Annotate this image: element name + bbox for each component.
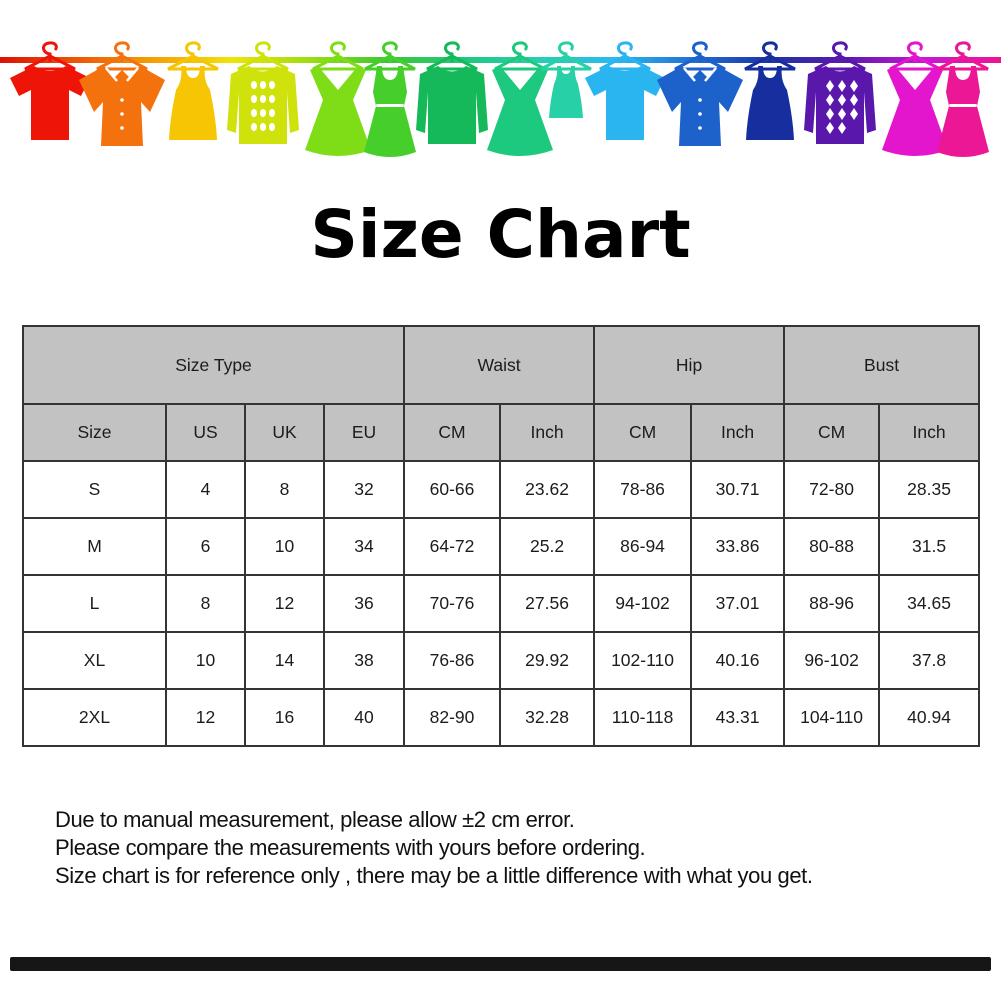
group-header-waist: Waist bbox=[403, 325, 596, 405]
table-cell: 32.28 bbox=[499, 688, 596, 747]
clothesline-banner bbox=[0, 0, 1001, 172]
table-cell: 104-110 bbox=[783, 688, 881, 747]
table-cell: 34.65 bbox=[878, 574, 981, 633]
table-cell: 29.92 bbox=[499, 631, 596, 690]
table-cell: 64-72 bbox=[403, 517, 502, 576]
table-row-2xl: 2XL 12 16 40 82-90 32.28 110-118 43.31 104-110 40… bbox=[22, 688, 981, 747]
table-cell: 34 bbox=[322, 517, 406, 576]
table-cell: 8 bbox=[165, 574, 246, 633]
table-cell: 37.8 bbox=[878, 631, 981, 690]
bottom-bar bbox=[10, 957, 991, 971]
table-cell: 70-76 bbox=[403, 574, 502, 633]
table-cell: 76-86 bbox=[403, 631, 502, 690]
table-cell: 78-86 bbox=[593, 460, 693, 519]
table-cell: 40.16 bbox=[690, 631, 786, 690]
table-row-m: M 6 10 34 64-72 25.2 86-94 33.86 80-88 31.5 bbox=[22, 517, 981, 576]
table-cell: 16 bbox=[244, 688, 325, 747]
teal-tank-top-icon bbox=[541, 43, 591, 118]
table-cell: 110-118 bbox=[593, 688, 693, 747]
table-cell: 88-96 bbox=[783, 574, 881, 633]
table-cell: M bbox=[22, 517, 167, 576]
table-cell: 33.86 bbox=[690, 517, 786, 576]
group-header-hip: Hip bbox=[593, 325, 786, 405]
column-header: CM bbox=[783, 403, 881, 462]
note-line: Please compare the measurements with you… bbox=[55, 835, 646, 860]
table-row-s: S 4 8 32 60-66 23.62 78-86 30.71 72-80 28.35 bbox=[22, 460, 981, 519]
table-cell: 102-110 bbox=[593, 631, 693, 690]
table-cell: 32 bbox=[322, 460, 406, 519]
table-cell: 12 bbox=[244, 574, 325, 633]
table-cell: 10 bbox=[244, 517, 325, 576]
group-header-bust: Bust bbox=[783, 325, 981, 405]
column-header: Inch bbox=[499, 403, 596, 462]
disclaimer-notes: Due to manual measurement, please allow … bbox=[55, 806, 975, 890]
column-header: UK bbox=[244, 403, 325, 462]
table-cell: 36 bbox=[322, 574, 406, 633]
table-cell: 40.94 bbox=[878, 688, 981, 747]
table-cell: 4 bbox=[165, 460, 246, 519]
table-cell: 23.62 bbox=[499, 460, 596, 519]
column-header: Inch bbox=[690, 403, 786, 462]
table-cell: XL bbox=[22, 631, 167, 690]
table-cell: 10 bbox=[165, 631, 246, 690]
table-cell: 2XL bbox=[22, 688, 167, 747]
group-header-size-type: Size Type bbox=[21, 325, 406, 405]
column-header: CM bbox=[593, 403, 693, 462]
column-header: EU bbox=[322, 403, 406, 462]
table-cell: 86-94 bbox=[593, 517, 693, 576]
page-title: Size Chart bbox=[310, 196, 691, 273]
column-header: CM bbox=[403, 403, 502, 462]
table-cell: 30.71 bbox=[690, 460, 786, 519]
table-cell: 80-88 bbox=[783, 517, 881, 576]
table-row-l: L 8 12 36 70-76 27.56 94-102 37.01 88-96 34.65 bbox=[22, 574, 981, 633]
table-cell: 37.01 bbox=[690, 574, 786, 633]
column-header: US bbox=[165, 403, 246, 462]
clothesline-rope bbox=[0, 57, 1001, 63]
table-cell: 28.35 bbox=[878, 460, 981, 519]
table-cell: 38 bbox=[322, 631, 406, 690]
size-table: Size Type Waist Hip Bust Size US UK EU CM Inch CM… bbox=[21, 325, 981, 747]
table-cell: 96-102 bbox=[783, 631, 881, 690]
table-cell: 14 bbox=[244, 631, 325, 690]
table-column-header-row: Size US UK EU CM Inch CM Inch CM Inch bbox=[22, 403, 981, 462]
table-cell: 40 bbox=[322, 688, 406, 747]
table-cell: 25.2 bbox=[499, 517, 596, 576]
table-cell: 43.31 bbox=[690, 688, 786, 747]
note-line: Due to manual measurement, please allow … bbox=[55, 807, 575, 832]
table-cell: 72-80 bbox=[783, 460, 881, 519]
table-cell: 12 bbox=[165, 688, 246, 747]
table-cell: 94-102 bbox=[593, 574, 693, 633]
table-group-header-row: Size Type Waist Hip Bust bbox=[21, 325, 981, 405]
table-row-xl: XL 10 14 38 76-86 29.92 102-110 40.16 96-102 37.8 bbox=[22, 631, 981, 690]
table-cell: S bbox=[22, 460, 167, 519]
table-cell: 60-66 bbox=[403, 460, 502, 519]
table-cell: 31.5 bbox=[878, 517, 981, 576]
column-header: Size bbox=[22, 403, 167, 462]
table-cell: 27.56 bbox=[499, 574, 596, 633]
table-cell: 82-90 bbox=[403, 688, 502, 747]
table-cell: 8 bbox=[244, 460, 325, 519]
note-line: Size chart is for reference only , there… bbox=[55, 863, 813, 888]
column-header: Inch bbox=[878, 403, 981, 462]
table-cell: L bbox=[22, 574, 167, 633]
table-cell: 6 bbox=[165, 517, 246, 576]
